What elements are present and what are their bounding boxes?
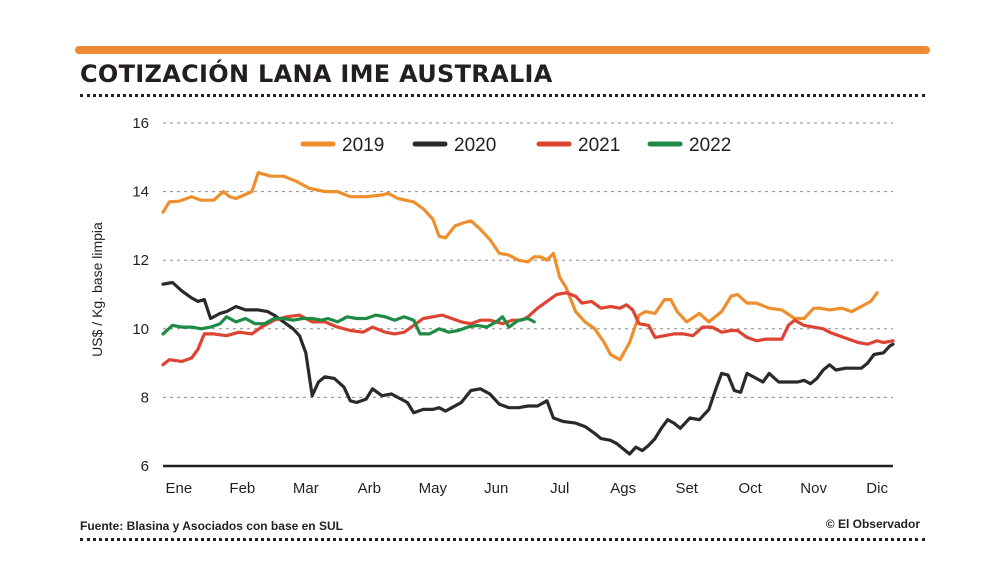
series-line-2021 — [161, 291, 895, 367]
x-tick-label: Oct — [739, 480, 763, 497]
accent-bar — [75, 46, 930, 54]
x-tick-label: Arb — [358, 480, 381, 497]
footer-divider — [80, 538, 925, 541]
y-tick-labels: 6 8 10 12 14 16 — [132, 115, 149, 475]
legend-item-2019: 2019 — [300, 135, 384, 156]
x-tick-label: Dic — [866, 480, 888, 497]
legend-item-2020: 2020 — [412, 135, 496, 156]
series-line-2020 — [161, 280, 895, 456]
y-axis-label: US$ / Kg. base limpia — [89, 222, 105, 357]
series-lines — [161, 171, 895, 456]
grid-lines — [163, 122, 893, 468]
x-tick-label: Nov — [800, 480, 827, 497]
credit-note: © El Observador — [825, 517, 920, 531]
y-tick-label: 16 — [132, 115, 149, 132]
legend-item-2022: 2022 — [647, 135, 731, 156]
y-tick-label: 12 — [132, 252, 149, 269]
series-line-2019 — [161, 171, 879, 362]
x-tick-label: Ene — [166, 480, 193, 497]
legend-label: 2021 — [578, 135, 620, 156]
x-tick-label: Feb — [229, 480, 255, 497]
x-tick-label: Jul — [550, 480, 569, 497]
legend-label: 2019 — [342, 135, 384, 156]
x-tick-labels: Ene Feb Mar Arb May Jun Jul Ags Set Oct Nov Dic — [166, 480, 889, 497]
y-tick-label: 6 — [141, 458, 149, 475]
x-tick-label: May — [419, 480, 448, 497]
x-tick-label: Jun — [484, 480, 508, 497]
series-line-2022 — [161, 313, 536, 336]
y-tick-label: 10 — [132, 321, 149, 338]
y-tick-label: 8 — [141, 389, 149, 406]
legend: 2019 2020 2021 2022 — [300, 135, 731, 156]
chart-title: COTIZACIÓN LANA IME AUSTRALIA — [80, 60, 553, 88]
title-divider — [80, 94, 925, 97]
x-tick-label: Ags — [610, 480, 636, 497]
legend-item-2021: 2021 — [536, 135, 620, 156]
y-tick-label: 14 — [132, 184, 149, 201]
legend-label: 2022 — [689, 135, 731, 156]
x-tick-label: Set — [675, 480, 698, 497]
x-tick-label: Mar — [293, 480, 319, 497]
source-note: Fuente: Blasina y Asociados con base en … — [80, 519, 343, 533]
legend-label: 2020 — [454, 135, 496, 156]
